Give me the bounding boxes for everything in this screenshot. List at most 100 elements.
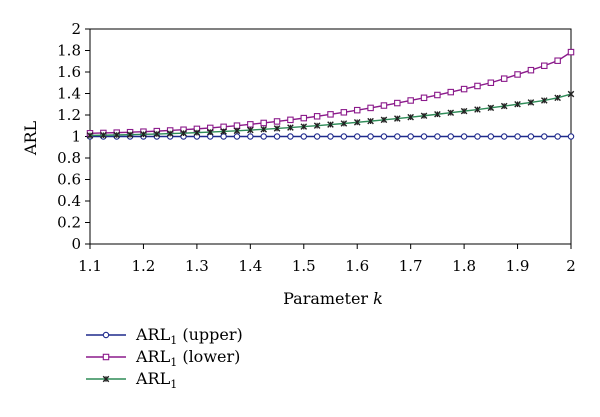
data-point [541, 133, 548, 140]
data-point [514, 133, 521, 140]
data-point [554, 133, 561, 140]
data-point [287, 124, 294, 131]
tick-labels: 0 0.2 0.4 0.6 0.8 1 1.2 1.4 1.6 1.8 2 1.1 1.2 1.3 1.4 1… [57, 20, 576, 275]
data-point [313, 133, 321, 140]
data-point [300, 114, 308, 122]
data-point [447, 109, 455, 117]
data-point [247, 121, 254, 128]
data-point [86, 132, 94, 139]
data-point [394, 99, 401, 107]
data-point [407, 97, 414, 104]
data-point [367, 117, 374, 125]
legend-marker [102, 331, 110, 339]
x-tick-label: 2 [566, 257, 576, 275]
data-point [166, 130, 174, 137]
y-tick-label: 0.4 [57, 192, 81, 210]
data-point [514, 100, 521, 108]
data-point [287, 116, 294, 124]
data-point [567, 90, 575, 98]
data-point [447, 133, 454, 140]
data-point [567, 48, 575, 56]
data-point [260, 133, 267, 140]
y-tick-label: 1.8 [57, 42, 81, 60]
data-point [193, 129, 201, 136]
data-point [407, 133, 414, 140]
x-tick-label: 1.3 [185, 257, 209, 275]
data-point [554, 94, 561, 102]
data-point [233, 122, 241, 129]
legend-label: ARL1 [135, 369, 177, 391]
x-axis-title-var: k [373, 289, 383, 308]
y-tick-label: 2 [71, 20, 81, 38]
data-point [273, 118, 281, 125]
data-point [367, 133, 374, 140]
series-line [89, 51, 572, 134]
x-axis-title-text: Parameter [283, 289, 368, 308]
x-tick-label: 1.8 [452, 257, 476, 275]
data-point [327, 133, 334, 140]
data-point [273, 133, 281, 140]
legend-marker [102, 353, 110, 361]
data-point [340, 120, 348, 127]
data-point [540, 97, 548, 104]
data-point [420, 112, 428, 120]
data-point [474, 106, 481, 113]
data-point [287, 133, 294, 140]
data-point [153, 130, 161, 138]
x-tick-label: 1.4 [238, 257, 262, 275]
data-point [527, 133, 535, 140]
data-point [380, 102, 388, 109]
x-tick-label: 1.5 [292, 257, 316, 275]
x-tick-label: 1.7 [399, 257, 423, 275]
data-point [233, 127, 241, 135]
x-tick-label: 1.6 [345, 257, 369, 275]
data-point [353, 119, 361, 126]
data-point [527, 66, 535, 74]
data-point [313, 113, 321, 120]
y-tick-label: 1.6 [57, 63, 81, 81]
data-point [487, 79, 495, 87]
data-point [340, 109, 348, 116]
data-point [113, 131, 121, 139]
data-point [233, 133, 241, 140]
legend-label: ARL1 (upper) [135, 325, 243, 347]
data-point [567, 133, 575, 140]
data-point [273, 125, 281, 132]
y-tick-label: 1.2 [57, 106, 81, 124]
data-point [247, 126, 254, 134]
data-point [300, 133, 308, 140]
legend-label: ARL1 (lower) [135, 347, 240, 369]
x-axis-title: Parameter k [283, 289, 383, 308]
data-point [220, 128, 227, 135]
y-tick-label: 1 [71, 128, 81, 146]
legend-marker [102, 375, 110, 383]
data-point [420, 94, 428, 102]
data-point [407, 113, 414, 121]
data-point [460, 85, 468, 93]
x-tick-label: 1.9 [506, 257, 530, 275]
data-point [247, 133, 254, 140]
data-point [460, 107, 468, 115]
data-point [474, 133, 481, 140]
data-point [340, 133, 348, 140]
data-point [420, 133, 428, 140]
data-point [126, 131, 134, 138]
data-point [394, 115, 401, 122]
data-point [100, 131, 107, 139]
legend: ARL1 (upper)ARL1 (lower)ARL1 [86, 325, 243, 391]
data-point [500, 133, 508, 140]
legend-item-2: ARL1 (lower) [86, 347, 240, 369]
y-axis-title: ARL [21, 121, 40, 157]
data-point [260, 126, 267, 133]
data-point [206, 128, 214, 136]
data-point [434, 110, 441, 118]
y-tick-label: 0 [71, 235, 81, 253]
data-point [434, 91, 441, 99]
data-point [220, 133, 227, 140]
data-point [313, 122, 321, 129]
data-point [327, 121, 334, 128]
data-point [527, 99, 535, 106]
y-tick-label: 0.2 [57, 214, 81, 232]
data-point [500, 102, 508, 110]
data-point [487, 104, 495, 112]
